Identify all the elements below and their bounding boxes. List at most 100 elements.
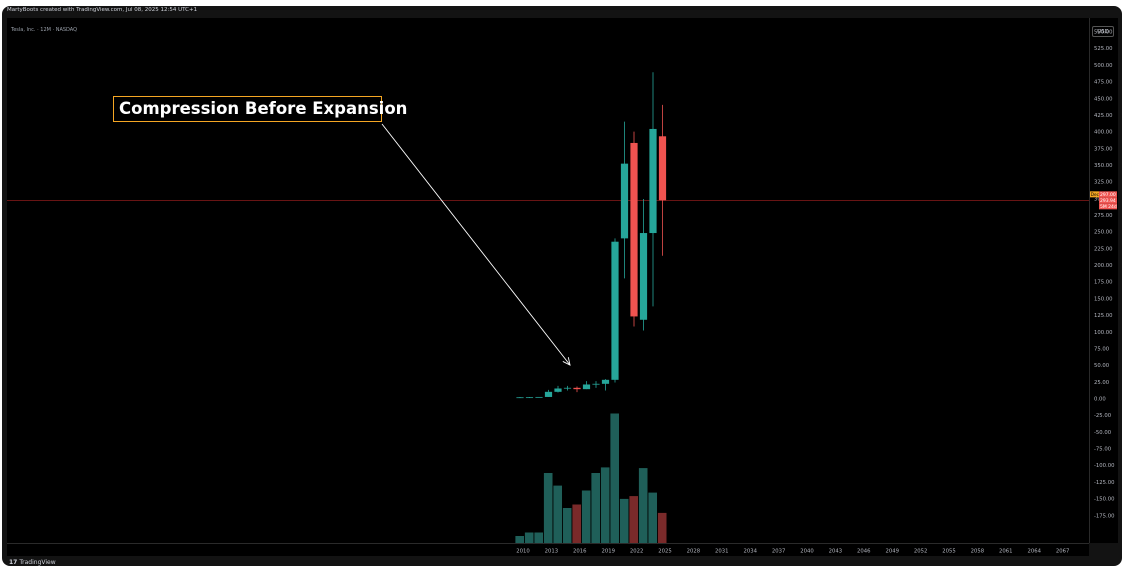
candle-body: [601, 379, 610, 384]
candle-body: [554, 388, 562, 392]
y-tick-label: 525.00: [1094, 46, 1113, 52]
currency-button[interactable]: USD: [1092, 26, 1114, 37]
y-tick-label: 250.00: [1094, 230, 1113, 236]
x-tick-label: 2064: [1027, 549, 1041, 555]
y-tick-label: 450.00: [1094, 96, 1113, 102]
candle-body: [544, 391, 553, 397]
candle-body: [658, 136, 667, 201]
candle-body: [611, 241, 619, 380]
y-tick-label: 350.00: [1094, 163, 1113, 169]
y-tick-label: 375.00: [1094, 146, 1113, 152]
y-tick-label: 50.00: [1094, 363, 1110, 369]
volume-bar: [638, 468, 648, 543]
current-price-text: 297.00: [1100, 192, 1116, 198]
volume-bar: [562, 508, 572, 543]
secondary-price-bg: [1099, 197, 1117, 204]
x-tick-label: 2010: [516, 549, 530, 555]
volume-bar: [534, 532, 543, 543]
y-tick-label: 475.00: [1094, 80, 1113, 86]
candle-body: [535, 396, 543, 398]
x-tick-label: 2031: [715, 549, 728, 555]
candle-body: [563, 387, 572, 389]
time-remaining-bg: [1099, 203, 1117, 210]
volume-bar: [629, 496, 638, 543]
y-tick-label: 425.00: [1094, 113, 1113, 119]
y-tick-label: 275.00: [1094, 213, 1113, 219]
annotation-text[interactable]: Compression Before Expansion: [113, 96, 407, 122]
annotation-arrow: [381, 123, 571, 366]
candle-body: [649, 128, 657, 234]
candle-body: [630, 142, 638, 317]
y-tick-label: -75.00: [1094, 447, 1112, 453]
time-axis-labels: 2010 2013 2016 2019 2022 2025 2028 2031 2034 2037…: [516, 549, 1069, 555]
x-tick-label: 2061: [999, 549, 1012, 555]
y-tick-label: -100.00: [1094, 463, 1115, 469]
x-tick-label: 2037: [772, 549, 785, 555]
price-axis-labels: 550.00 525.00 500.00 475.00 450.00 425.00 400.…: [1090, 30, 1117, 519]
brand-label: TradingView: [19, 559, 56, 566]
candle-body: [525, 397, 534, 399]
y-tick-label: 400.00: [1094, 130, 1113, 136]
volume-bar: [515, 536, 524, 543]
time-axis[interactable]: 2010 2013 2016 2019 2022 2025 2028 2031 2034 2037…: [7, 543, 1089, 556]
candle-body: [573, 387, 581, 390]
current-price-bg: [1099, 191, 1117, 198]
volume-bar: [610, 413, 619, 543]
y-tick-label: -25.00: [1094, 413, 1112, 419]
y-tick-label: -150.00: [1094, 497, 1115, 503]
y-tick-label: 125.00: [1094, 313, 1113, 319]
x-tick-label: 2016: [573, 549, 587, 555]
y-tick-label: -175.00: [1094, 513, 1115, 519]
tradingview-brand[interactable]: 17 TradingView: [9, 559, 56, 566]
x-tick-label: 2025: [658, 549, 671, 555]
y-tick-label: 75.00: [1094, 346, 1110, 352]
x-tick-label: 2067: [1056, 549, 1069, 555]
candle-body: [516, 397, 524, 399]
x-tick-label: 2043: [829, 549, 842, 555]
symbol-label[interactable]: Tesla, Inc. · 12M · NASDAQ: [11, 27, 78, 33]
candle-body: [582, 384, 591, 390]
attribution-text: MartyBoots created with TradingView.com,…: [7, 7, 198, 13]
y-tick-label: 500.00: [1094, 63, 1113, 69]
x-tick-label: 2013: [545, 549, 558, 555]
y-tick-label: -50.00: [1094, 430, 1112, 436]
volume-bar: [543, 473, 553, 543]
x-tick-label: 2058: [971, 549, 985, 555]
candle-body: [620, 163, 629, 239]
y-tick-label: 100.00: [1094, 330, 1113, 336]
y-tick-label: 150.00: [1094, 296, 1113, 302]
tradingview-logo-icon: 17: [9, 559, 18, 566]
volume-bar: [572, 504, 581, 543]
volume-bar: [648, 492, 657, 543]
y-tick-label: 325.00: [1094, 180, 1113, 186]
volume-bar: [591, 473, 600, 543]
time-remaining-text: 5M 24d: [1100, 204, 1117, 210]
countdown-tag-text: Dec: [1091, 192, 1100, 197]
chart-frame: MartyBoots created with TradingView.com,…: [2, 6, 1122, 566]
x-tick-label: 2019: [601, 549, 614, 555]
x-tick-label: 2022: [630, 549, 643, 555]
x-tick-label: 2028: [687, 549, 701, 555]
y-tick-label: 200.00: [1094, 263, 1113, 269]
x-tick-label: 2055: [942, 549, 955, 555]
y-tick-label: -125.00: [1094, 480, 1115, 486]
price-chart: [7, 72, 1089, 543]
y-tick-label: 25.00: [1094, 380, 1110, 386]
volume-bar: [619, 498, 629, 543]
y-tick-label: 550.00: [1094, 30, 1113, 36]
volume-bar: [553, 485, 562, 543]
y-tick-label: 175.00: [1094, 280, 1113, 286]
x-tick-label: 2052: [914, 549, 927, 555]
countdown-tag-bg: [1090, 191, 1099, 198]
price-axis[interactable]: 550.00 525.00 500.00 475.00 450.00 425.00 400.…: [1089, 18, 1118, 543]
volume-bar: [581, 490, 591, 543]
secondary-price-text: 293.94: [1100, 198, 1116, 204]
volume-bar: [524, 532, 534, 543]
annotation-arrowhead: [562, 357, 571, 366]
candle-body: [639, 233, 648, 320]
x-tick-label: 2034: [743, 549, 757, 555]
x-tick-label: 2046: [857, 549, 871, 555]
volume-bar: [600, 467, 610, 543]
y-tick-label: 225.00: [1094, 246, 1113, 252]
